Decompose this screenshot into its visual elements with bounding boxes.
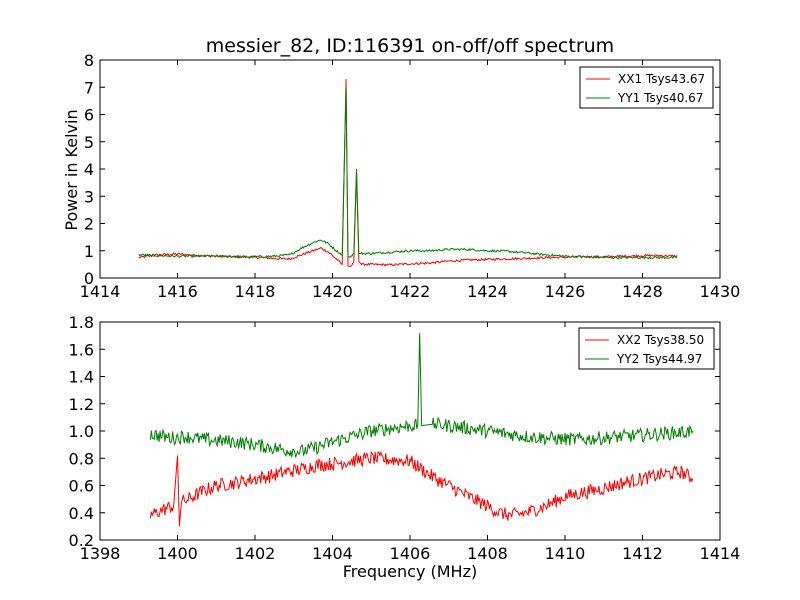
- y-axis-label: Power in Kelvin: [62, 109, 81, 230]
- x-tick-label: 1426: [545, 282, 586, 301]
- legend-box: [578, 327, 715, 370]
- x-tick-label: 1402: [235, 544, 276, 563]
- x-tick-label: 1414: [700, 544, 741, 563]
- y-tick-label: 1.2: [69, 395, 94, 414]
- x-tick-label: 1428: [622, 282, 663, 301]
- y-tick-label: 1.0: [69, 422, 94, 441]
- y-tick-label: 2: [84, 215, 94, 234]
- y-tick-label: 0: [84, 269, 94, 288]
- series-line-xx2: [149, 450, 694, 527]
- x-tick-label: 1414: [80, 282, 121, 301]
- x-tick-label: 1410: [545, 544, 586, 563]
- y-tick-label: 1.8: [69, 313, 94, 332]
- y-tick-label: 3: [84, 187, 94, 206]
- y-tick-label: 0.8: [69, 449, 94, 468]
- y-tick-label: 0.2: [69, 531, 94, 550]
- x-tick-label: 1408: [467, 544, 508, 563]
- y-tick-label: 1.6: [69, 340, 94, 359]
- x-tick-label: 1424: [467, 282, 508, 301]
- x-tick-label: 1398: [80, 544, 121, 563]
- y-tick-label: 0.4: [69, 504, 94, 523]
- y-tick-label: 6: [84, 106, 94, 125]
- legend: XX1 Tsys43.67 YY1 Tsys40.67: [579, 66, 714, 109]
- x-tick-label: 1404: [312, 544, 353, 563]
- legend-label: YY1 Tsys40.67: [617, 91, 703, 105]
- series-line-yy1: [138, 87, 678, 260]
- chart-title: messier_82, ID:116391 on-off/off spectru…: [206, 35, 614, 57]
- y-tick-label: 5: [84, 133, 94, 152]
- x-tick-label: 1422: [390, 282, 431, 301]
- x-tick-label: 1416: [157, 282, 198, 301]
- legend-box: [579, 66, 714, 109]
- x-tick-label: 1400: [157, 544, 198, 563]
- y-tick-label: 0.6: [69, 477, 94, 496]
- legend-label: XX2 Tsys38.50: [617, 333, 704, 347]
- y-tick-label: 7: [84, 78, 94, 97]
- bottom-spectrum-panel: 1398 1400 1402 1404 1406 1408 1410 1412 1414 0.2 0…: [69, 313, 741, 563]
- legend-label: YY2 Tsys44.97: [616, 352, 702, 366]
- y-tick-label: 4: [84, 160, 94, 179]
- x-tick-label: 1406: [390, 544, 431, 563]
- x-tick-label: 1418: [235, 282, 276, 301]
- x-axis-label: Frequency (MHz): [343, 562, 477, 581]
- x-tick-label: 1420: [312, 282, 353, 301]
- series-line-yy2: [149, 332, 694, 458]
- top-spectrum-panel: 1414 1416 1418 1420 1422 1424 1426 1428 1430 0 1 2 3…: [80, 51, 741, 301]
- y-tick-label: 8: [84, 51, 94, 70]
- y-tick-label: 1: [84, 242, 94, 261]
- x-tick-label: 1430: [700, 282, 741, 301]
- legend: XX2 Tsys38.50 YY2 Tsys44.97: [578, 327, 715, 370]
- legend-label: XX1 Tsys43.67: [618, 72, 705, 86]
- x-tick-label: 1412: [622, 544, 663, 563]
- y-tick-label: 1.4: [69, 368, 94, 387]
